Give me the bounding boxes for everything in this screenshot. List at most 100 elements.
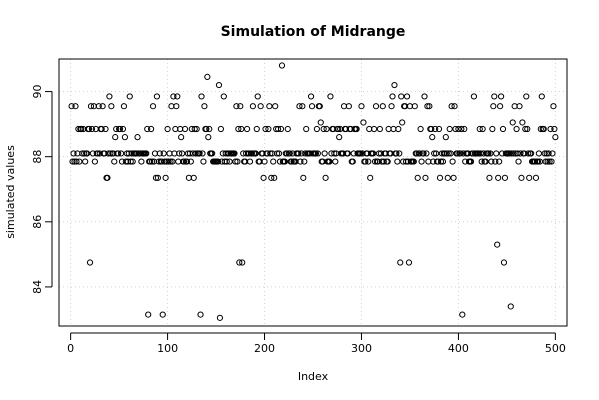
data-point [323,125,330,133]
data-point [523,93,530,100]
data-point [143,150,150,157]
data-point [68,103,75,110]
data-point [349,158,356,165]
data-point [397,259,404,266]
data-point [87,103,95,110]
data-point [178,134,185,141]
data-point [374,158,382,165]
data-point [486,174,493,181]
data-point [491,93,498,100]
grid-layer [59,59,567,326]
data-point [161,158,168,165]
data-point [126,93,133,100]
data-point [190,174,197,181]
data-point [490,103,497,110]
y-tick-label: 90 [31,85,44,99]
data-point [152,174,160,181]
x-tick-label: 500 [545,342,566,355]
data-point [170,93,177,100]
data-point [275,125,282,133]
data-point [371,158,379,165]
data-point [297,158,304,165]
data-point [548,158,555,165]
data-point [243,125,251,133]
x-tick-label: 200 [254,342,275,355]
data-point [500,259,508,266]
y-axis: 84 86 88 90 [31,85,53,294]
data-point [149,103,157,110]
data-point [148,125,155,133]
data-point [552,134,559,141]
data-point [236,259,243,266]
data-point [303,125,310,133]
data-point [518,174,525,181]
data-point [538,93,545,100]
data-point [82,158,89,165]
data-point [485,150,492,157]
data-point [231,150,238,157]
data-point [450,174,457,181]
data-point [118,158,126,165]
data-point [444,174,451,181]
data-point [362,158,369,165]
data-point [541,150,548,157]
data-point [316,103,323,110]
data-point [313,125,320,133]
data-point [432,125,439,133]
data-point [488,158,495,165]
data-point [296,103,303,110]
data-point [545,150,552,157]
data-point [436,174,444,181]
data-point [358,103,365,110]
data-point [252,150,259,157]
data-point [78,125,85,133]
data-point [193,125,200,133]
data-point [145,311,152,318]
data-point [326,158,333,165]
data-point [203,125,210,133]
x-tick-label: 300 [351,342,372,355]
data-point [367,174,374,181]
data-point [121,134,129,141]
data-point [300,174,307,181]
data-point [173,103,180,110]
data-point [524,125,531,133]
x-tick-label: 0 [67,342,74,355]
data-point [357,150,364,157]
data-point [284,125,291,133]
data-point [322,174,329,181]
y-tick-label: 86 [31,215,44,229]
data-point [405,259,413,266]
data-point [176,150,183,157]
data-point [391,81,398,89]
data-point [458,125,465,133]
plot-frame [58,58,568,327]
data-point [144,125,151,133]
data-point [91,158,98,165]
data-point [237,103,244,110]
y-tick-label: 88 [31,150,44,164]
data-point [127,158,134,165]
data-point [510,150,517,157]
data-point [320,125,327,133]
data-point [422,174,429,181]
data-point [414,174,421,181]
data-point [192,150,199,157]
data-point [220,93,227,100]
data-point [435,125,443,133]
data-point [163,158,170,165]
data-point [370,150,377,157]
data-point [534,158,542,165]
data-point [426,103,433,110]
data-point [353,125,360,133]
data-point [196,150,203,157]
data-point [513,125,520,133]
data-point [459,311,466,318]
data-point [467,158,475,165]
x-tick-label: 100 [157,342,178,355]
data-point [281,158,288,165]
data-point [215,81,223,89]
data-point [277,125,285,133]
data-point [119,125,127,133]
